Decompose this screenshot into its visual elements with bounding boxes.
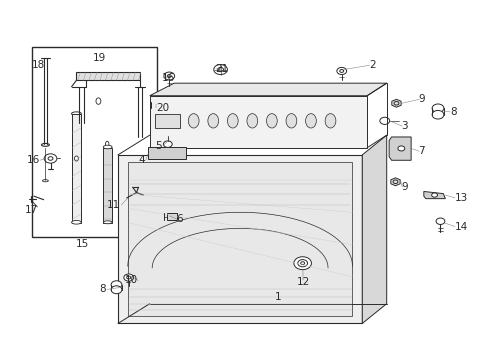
- Text: 11: 11: [107, 200, 121, 210]
- Polygon shape: [167, 213, 176, 220]
- Ellipse shape: [42, 143, 49, 146]
- Circle shape: [294, 257, 312, 270]
- Circle shape: [398, 146, 405, 151]
- Circle shape: [163, 141, 172, 147]
- Circle shape: [164, 72, 174, 80]
- Ellipse shape: [72, 221, 81, 224]
- Circle shape: [436, 218, 445, 225]
- Ellipse shape: [188, 114, 199, 128]
- Circle shape: [214, 64, 227, 75]
- Text: 16: 16: [26, 155, 40, 165]
- Circle shape: [124, 274, 134, 281]
- Ellipse shape: [247, 114, 258, 128]
- Text: 3: 3: [401, 121, 408, 131]
- Bar: [72, 114, 81, 223]
- Text: 4: 4: [138, 155, 145, 165]
- Circle shape: [111, 281, 122, 289]
- Ellipse shape: [74, 156, 78, 161]
- Text: 10: 10: [124, 275, 138, 285]
- Circle shape: [337, 67, 346, 75]
- Text: 1: 1: [274, 292, 281, 302]
- Text: 13: 13: [455, 193, 468, 203]
- Polygon shape: [151, 102, 166, 108]
- Ellipse shape: [208, 114, 219, 128]
- Text: 5: 5: [155, 141, 162, 151]
- Ellipse shape: [96, 98, 101, 104]
- Text: 6: 6: [176, 215, 183, 224]
- Text: 9: 9: [418, 94, 425, 104]
- Bar: [32, 47, 157, 237]
- Polygon shape: [148, 147, 186, 159]
- Ellipse shape: [43, 180, 49, 182]
- Text: 17: 17: [25, 205, 38, 215]
- Ellipse shape: [72, 112, 81, 116]
- Polygon shape: [424, 192, 445, 199]
- Circle shape: [111, 286, 122, 294]
- Circle shape: [48, 157, 53, 160]
- Circle shape: [432, 111, 444, 119]
- Polygon shape: [362, 135, 387, 323]
- Polygon shape: [150, 96, 367, 148]
- Text: 8: 8: [99, 284, 106, 294]
- Ellipse shape: [306, 114, 317, 128]
- Circle shape: [298, 260, 308, 267]
- Bar: [155, 114, 180, 128]
- Text: 19: 19: [93, 53, 106, 63]
- Circle shape: [432, 193, 438, 197]
- Circle shape: [44, 154, 57, 163]
- Polygon shape: [392, 99, 401, 107]
- Ellipse shape: [105, 141, 109, 147]
- Text: 18: 18: [31, 60, 45, 70]
- Polygon shape: [118, 155, 362, 323]
- Bar: [103, 148, 112, 223]
- Text: 12: 12: [297, 277, 310, 287]
- Ellipse shape: [227, 114, 238, 128]
- Text: 2: 2: [369, 60, 376, 70]
- Text: 8: 8: [450, 107, 457, 117]
- Text: 7: 7: [418, 146, 425, 156]
- Text: 20: 20: [156, 103, 169, 113]
- Ellipse shape: [103, 221, 112, 224]
- Polygon shape: [150, 83, 387, 96]
- Text: 14: 14: [455, 222, 468, 231]
- Circle shape: [380, 117, 390, 125]
- Polygon shape: [76, 72, 140, 80]
- Text: 9: 9: [401, 182, 408, 192]
- Polygon shape: [389, 137, 411, 160]
- Polygon shape: [391, 178, 400, 186]
- Ellipse shape: [325, 114, 336, 128]
- Circle shape: [432, 104, 444, 113]
- Ellipse shape: [267, 114, 277, 128]
- Text: 21: 21: [216, 64, 229, 74]
- Ellipse shape: [286, 114, 297, 128]
- Polygon shape: [128, 162, 352, 316]
- Ellipse shape: [103, 145, 112, 149]
- Text: 15: 15: [75, 239, 89, 249]
- Text: 16: 16: [162, 73, 175, 83]
